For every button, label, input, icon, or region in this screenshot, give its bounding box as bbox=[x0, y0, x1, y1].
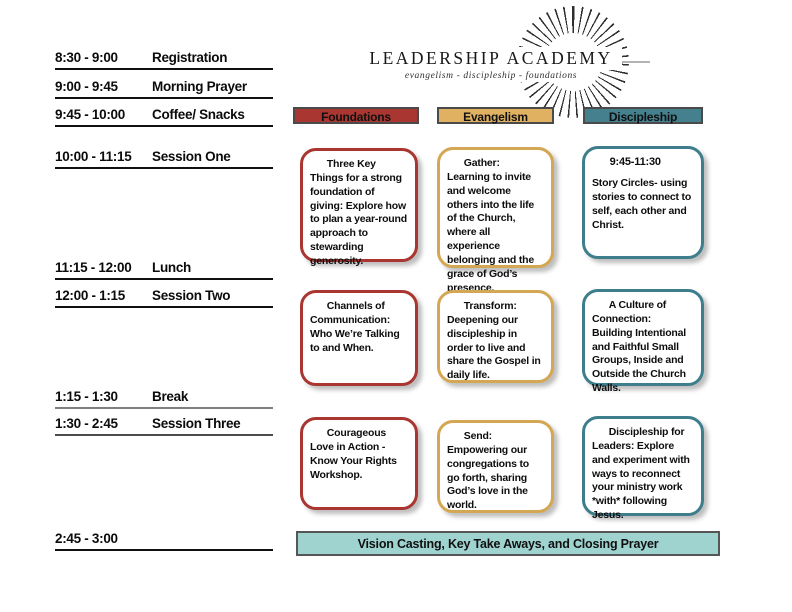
session-two-foundations-box: Channels of Communication: Who We’re Tal… bbox=[300, 290, 418, 386]
session-description: Gather: Learning to invite and welcome o… bbox=[447, 157, 535, 294]
session-two-discipleship-box: A Culture of Connection: Building Intent… bbox=[582, 289, 704, 394]
session-three-foundations-box: Courageous Love in Action - Know Your Ri… bbox=[300, 417, 418, 510]
time-label: 1:30 - 2:45 bbox=[55, 416, 118, 431]
schedule-row-session-one: 10:00 - 11:15 Session One bbox=[55, 149, 273, 169]
session-time: 9:45-11:30 bbox=[609, 156, 661, 168]
session-description: Transform: Deepening our discipleship in… bbox=[447, 300, 541, 382]
schedule-row-registration: 8:30 - 9:00 Registration bbox=[55, 50, 273, 70]
schedule-row-break: 1:15 - 1:30 Break bbox=[55, 389, 273, 409]
session-description: Discipleship for Leaders: Explore and ex… bbox=[592, 426, 690, 522]
session-description: Courageous Love in Action - Know Your Ri… bbox=[310, 427, 397, 481]
session-description: Send: Empowering our congregations to go… bbox=[447, 430, 529, 512]
session-three-discipleship-box: Discipleship for Leaders: Explore and ex… bbox=[582, 416, 704, 521]
schedule-row-morning-prayer: 9:00 - 9:45 Morning Prayer bbox=[55, 79, 273, 99]
logo-subtitle: evangelism - discipleship - foundations bbox=[388, 70, 594, 82]
time-label: 2:45 - 3:00 bbox=[55, 531, 118, 546]
track-header-evangelism: Evangelism bbox=[437, 107, 554, 124]
event-label: Registration bbox=[152, 50, 228, 65]
time-label: 11:15 - 12:00 bbox=[55, 260, 132, 275]
session-description: Three Key Things for a strong foundation… bbox=[310, 158, 407, 268]
schedule-row-session-two: 12:00 - 1:15 Session Two bbox=[55, 288, 273, 308]
schedule-row-closing: 2:45 - 3:00 bbox=[55, 531, 273, 551]
session-one-discipleship-box: 9:45-11:30 Story Circles- using stories … bbox=[582, 146, 704, 259]
session-one-evangelism-box: Gather: Learning to invite and welcome o… bbox=[437, 147, 554, 294]
event-label: Session Two bbox=[152, 288, 231, 303]
event-label: Morning Prayer bbox=[152, 79, 247, 94]
session-three-evangelism-box: Send: Empowering our congregations to go… bbox=[437, 420, 554, 513]
time-label: 8:30 - 9:00 bbox=[55, 50, 118, 65]
time-label: 12:00 - 1:15 bbox=[55, 288, 125, 303]
session-one-foundations-box: Three Key Things for a strong foundation… bbox=[300, 148, 418, 267]
event-label: Coffee/ Snacks bbox=[152, 107, 245, 122]
schedule-row-lunch: 11:15 - 12:00 Lunch bbox=[55, 260, 273, 280]
event-label: Session Three bbox=[152, 416, 241, 431]
event-label: Session One bbox=[152, 149, 231, 164]
schedule-row-session-three: 1:30 - 2:45 Session Three bbox=[55, 416, 273, 436]
track-header-foundations: Foundations bbox=[293, 107, 419, 124]
event-label: Lunch bbox=[152, 260, 191, 275]
time-label: 1:15 - 1:30 bbox=[55, 389, 118, 404]
event-label: Break bbox=[152, 389, 189, 404]
time-label: 10:00 - 11:15 bbox=[55, 149, 132, 164]
closing-banner: Vision Casting, Key Take Aways, and Clos… bbox=[296, 531, 720, 556]
session-description: Channels of Communication: Who We’re Tal… bbox=[310, 300, 400, 354]
time-label: 9:00 - 9:45 bbox=[55, 79, 118, 94]
track-header-discipleship: Discipleship bbox=[583, 107, 703, 124]
session-description: Story Circles- using stories to connect … bbox=[592, 177, 692, 231]
schedule-row-coffee-snacks: 9:45 - 10:00 Coffee/ Snacks bbox=[55, 107, 273, 127]
logo-dash bbox=[612, 61, 650, 63]
session-two-evangelism-box: Transform: Deepening our discipleship in… bbox=[437, 290, 554, 383]
logo-title: LEADERSHIP ACADEMY bbox=[360, 47, 622, 70]
time-label: 9:45 - 10:00 bbox=[55, 107, 125, 122]
session-description: A Culture of Connection: Building Intent… bbox=[592, 299, 686, 395]
